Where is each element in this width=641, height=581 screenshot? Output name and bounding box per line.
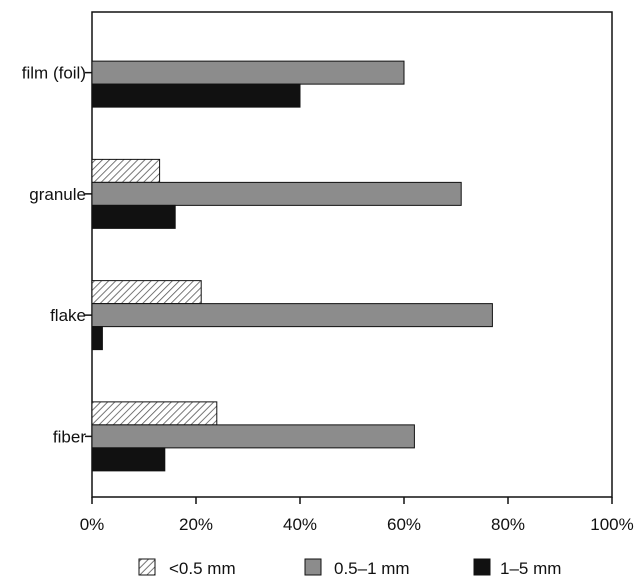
legend: <0.5 mm 0.5–1 mm 1–5 mm	[138, 558, 561, 578]
x-tick-label-1: 20%	[179, 515, 213, 534]
legend-swatch-0-5-1mm	[304, 558, 322, 576]
bar-fiber-0-5-1-mm	[91, 424, 415, 449]
bar-flake-1-5-mm	[91, 326, 103, 351]
x-tick-label-4: 80%	[491, 515, 525, 534]
bars-group	[91, 60, 493, 472]
x-axis: 0% 20% 40% 60% 80% 100%	[80, 497, 634, 534]
category-label-flake: flake	[50, 306, 86, 325]
bar-granule-0-5-1-mm	[91, 181, 462, 206]
category-label-granule: granule	[29, 185, 86, 204]
legend-item-0-5-1mm: 0.5–1 mm	[304, 558, 410, 578]
bar-film-foil-1-5-mm	[91, 83, 301, 108]
legend-label-lt-0-5mm: <0.5 mm	[169, 559, 236, 578]
x-tick-label-5: 100%	[590, 515, 633, 534]
legend-swatch-lt-0-5mm	[138, 558, 156, 576]
bar-fiber-1-5-mm	[91, 447, 166, 472]
bar-flake-0-5-mm	[91, 280, 202, 305]
category-label-fiber: fiber	[53, 427, 86, 446]
y-axis: film (foil) granule flake fiber	[22, 64, 92, 446]
x-tick-label-3: 60%	[387, 515, 421, 534]
bar-granule-1-5-mm	[91, 204, 176, 229]
category-label-film-foil: film (foil)	[22, 64, 86, 83]
bar-fiber-0-5-mm	[91, 401, 218, 426]
legend-label-1-5mm: 1–5 mm	[500, 559, 561, 578]
legend-swatch-1-5mm	[473, 558, 491, 576]
legend-item-lt-0-5mm: <0.5 mm	[138, 558, 236, 578]
bar-film-foil-0-5-1-mm	[91, 60, 405, 85]
legend-item-1-5mm: 1–5 mm	[473, 558, 561, 578]
legend-label-0-5-1mm: 0.5–1 mm	[334, 559, 410, 578]
x-tick-label-2: 40%	[283, 515, 317, 534]
bar-granule-0-5-mm	[91, 158, 161, 183]
bar-flake-0-5-1-mm	[91, 303, 493, 328]
x-tick-label-0: 0%	[80, 515, 105, 534]
